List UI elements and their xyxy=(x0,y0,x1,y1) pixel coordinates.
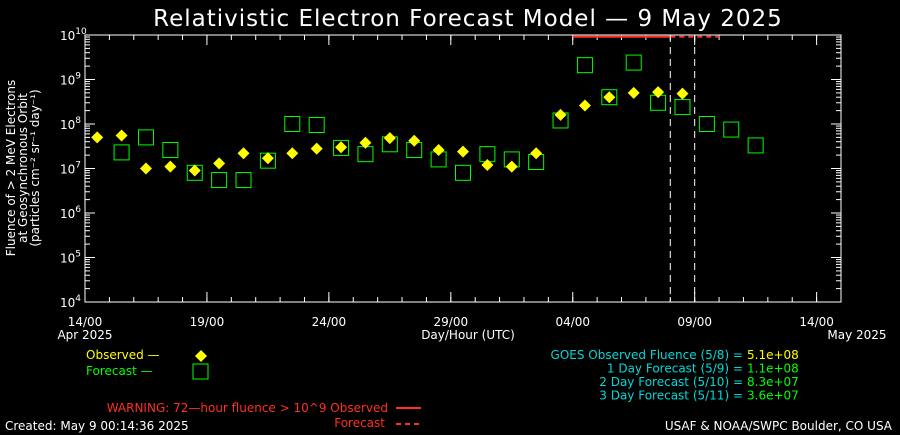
tick-layer: 104 105 106 107 108 109 1010 14/00 19/00 24/00 29/… xyxy=(60,27,842,329)
y-tick-label: 1010 xyxy=(60,27,87,43)
forecast-point xyxy=(333,139,350,156)
observed-point xyxy=(383,132,396,145)
summary-value: 5.1e+08 xyxy=(747,348,799,362)
observed-point xyxy=(408,134,421,147)
x-end-label: May 2025 xyxy=(827,328,886,342)
observed-point xyxy=(505,160,518,173)
forecast-point xyxy=(235,172,252,189)
forecast-point xyxy=(723,121,740,138)
observed-point xyxy=(578,99,591,112)
forecast-point xyxy=(162,142,179,159)
observed-point xyxy=(261,152,274,165)
x-tick-label: 09/00 xyxy=(677,315,712,329)
forecast-series xyxy=(113,54,764,189)
x-tick-label: 19/00 xyxy=(190,315,225,329)
x-tick-label: 14/00 xyxy=(799,315,834,329)
legend-forecast-label: Forecast — xyxy=(86,364,153,378)
observed-point xyxy=(652,86,665,99)
warning-line-2: Forecast xyxy=(334,416,385,430)
observed-point xyxy=(139,162,152,175)
summary-value: 8.3e+07 xyxy=(747,375,799,389)
y-tick-label: 105 xyxy=(60,250,81,266)
summary-label: 1 Day Forecast (5/9) = xyxy=(607,362,743,376)
legend-observed-label: Observed — xyxy=(86,348,160,362)
x-axis-title: Day/Hour (UTC) xyxy=(421,328,515,342)
summary-value: 3.6e+07 xyxy=(747,389,799,403)
forecast-point xyxy=(601,89,618,106)
forecast-point xyxy=(357,146,374,163)
observed-series xyxy=(91,86,689,177)
forecast-point xyxy=(747,137,764,154)
forecast-point xyxy=(284,116,301,132)
observed-point xyxy=(91,131,104,144)
ylabel-line-2: at Geosynchronous Orbit xyxy=(16,93,30,243)
observed-point xyxy=(554,108,567,121)
x-tick-label: 04/00 xyxy=(555,315,590,329)
observed-point xyxy=(359,136,372,149)
observed-point xyxy=(432,144,445,157)
forecast-point xyxy=(576,57,593,74)
forecast-point xyxy=(211,172,228,189)
forecast-point xyxy=(308,116,325,133)
observed-point xyxy=(213,157,226,170)
observed-point xyxy=(335,141,348,154)
observed-point xyxy=(188,164,201,177)
observed-point xyxy=(237,147,250,160)
forecast-point xyxy=(625,54,642,71)
observed-point xyxy=(164,160,177,173)
y-axis-label: Fluence of > 2 MeV Electrons at Geosynch… xyxy=(4,80,42,257)
x-tick-label: 14/00 xyxy=(68,315,103,329)
y-tick-label: 106 xyxy=(60,205,81,221)
ylabel-line-1: Fluence of > 2 MeV Electrons xyxy=(4,80,18,257)
observed-point xyxy=(310,142,323,155)
y-tick-label: 104 xyxy=(60,294,81,310)
forecast-point xyxy=(113,144,130,161)
summary-value: 1.1e+08 xyxy=(747,362,799,376)
warning-line-1: WARNING: 72—hour fluence > 10^9 Observed xyxy=(107,401,388,415)
forecast-point xyxy=(698,116,715,132)
forecast-point xyxy=(674,99,691,116)
observed-point xyxy=(530,147,543,160)
fluence-summary: GOES Observed Fluence (5/8) = 5.1e+08 1 Da… xyxy=(551,348,799,403)
y-tick-label: 107 xyxy=(60,161,81,177)
summary-label: 2 Day Forecast (5/10) = xyxy=(599,375,743,389)
x-start-label: Apr 2025 xyxy=(57,328,112,342)
observed-point xyxy=(676,87,689,100)
observed-point xyxy=(457,145,469,158)
ylabel-line-3: (particles cm⁻² sr⁻¹ day⁻¹) xyxy=(28,89,42,246)
x-tick-label: 29/00 xyxy=(434,315,469,329)
y-tick-label: 109 xyxy=(60,72,81,88)
legend-observed-diamond xyxy=(195,350,207,362)
summary-label: GOES Observed Fluence (5/8) = xyxy=(551,348,743,362)
observed-point xyxy=(603,91,616,104)
observed-point xyxy=(115,129,128,142)
observed-point xyxy=(286,147,299,160)
vertical-markers xyxy=(669,35,696,302)
x-tick-label: 24/00 xyxy=(312,315,347,329)
observed-point xyxy=(627,86,640,99)
y-tick-label: 108 xyxy=(60,116,81,132)
forecast-point xyxy=(455,164,471,181)
forecast-point xyxy=(137,129,154,146)
chart-title: Relativistic Electron Forecast Model — 9… xyxy=(153,6,783,32)
observed-point xyxy=(481,158,494,171)
legend-forecast-square xyxy=(192,363,209,380)
created-timestamp: Created: May 9 00:14:36 2025 xyxy=(5,419,189,433)
credit-text: USAF & NOAA/SWPC Boulder, CO USA xyxy=(665,419,893,433)
summary-label: 3 Day Forecast (5/11) = xyxy=(599,389,743,403)
